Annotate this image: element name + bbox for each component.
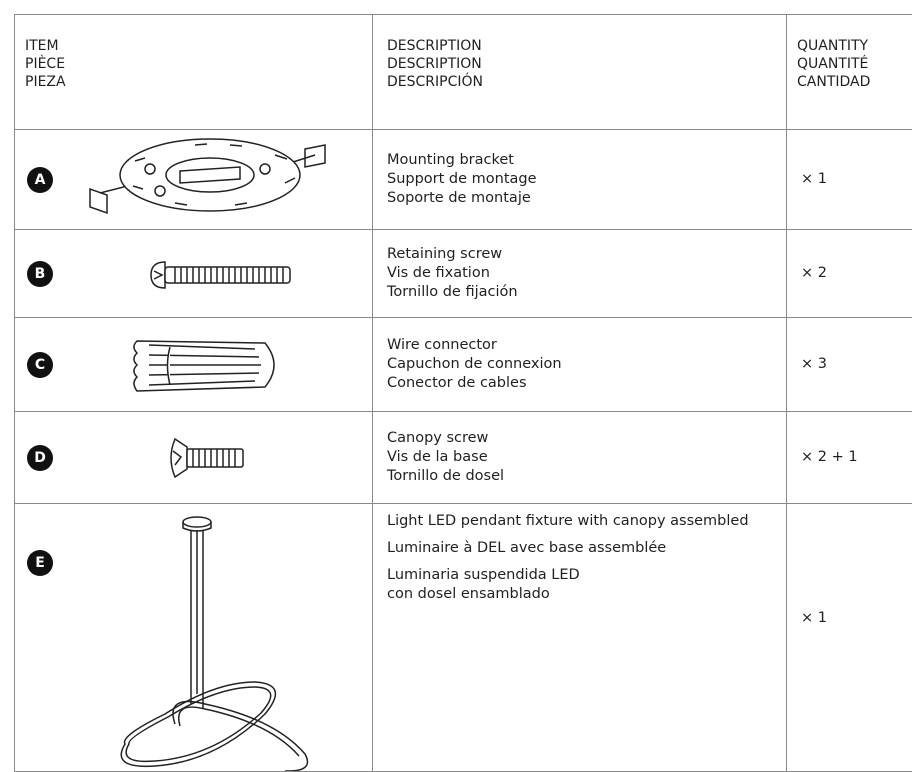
illustration	[15, 504, 372, 771]
header-text: PIÈCE	[25, 55, 372, 73]
illustration	[15, 413, 372, 503]
description-text: Canopy screw	[387, 429, 786, 448]
header-text: QUANTITY	[797, 37, 912, 55]
header-text: DESCRIPCIÓN	[387, 73, 786, 91]
description-text: Tornillo de fijación	[387, 283, 786, 302]
description-text: Vis de fixation	[387, 264, 786, 283]
item-cell: A	[15, 130, 373, 230]
quantity-cell: × 1	[787, 504, 912, 772]
description-text: Support de montage	[387, 170, 786, 189]
row: A Mounting bracket Support de montage So…	[15, 130, 912, 230]
quantity-cell: × 1	[787, 130, 912, 230]
parts-table: ITEM PIÈCE PIEZA DESCRIPTION DESCRIPTION…	[14, 14, 912, 772]
item-cell: D	[15, 412, 373, 504]
header-text: ITEM	[25, 37, 372, 55]
paragraph: Wire connector Capuchon de connexion Con…	[387, 336, 786, 393]
item-cell: C	[15, 318, 373, 412]
row: E Light LED pendant fixture with canopy …	[15, 504, 912, 772]
header-text: DESCRIPTION	[387, 37, 786, 55]
header-text: CANTIDAD	[797, 73, 912, 91]
quantity-text: × 2	[801, 265, 827, 281]
description-cell: Wire connector Capuchon de connexion Con…	[373, 318, 787, 412]
item-letter: C	[27, 352, 53, 378]
description-text: Capuchon de connexion	[387, 355, 786, 374]
paragraph: Luminaria suspendida LED con dosel ensam…	[387, 566, 786, 604]
row: B Retaining screw Vis de fixation Tornil…	[15, 230, 912, 318]
description-cell: Retaining screw Vis de fixation Tornillo…	[373, 230, 787, 318]
header-cell: ITEM PIÈCE PIEZA	[15, 15, 373, 130]
paragraph: Luminaire à DEL avec base assemblée	[387, 539, 786, 558]
item-letter: B	[27, 261, 53, 287]
item-cell: B	[15, 230, 373, 318]
description-text: Retaining screw	[387, 245, 786, 264]
illustration	[15, 319, 372, 411]
header-text: PIEZA	[25, 73, 372, 91]
header-row: ITEM PIÈCE PIEZA DESCRIPTION DESCRIPTION…	[15, 15, 912, 130]
description-text: Vis de la base	[387, 448, 786, 467]
row: C Wire connector Capuchon de connexion C…	[15, 318, 912, 412]
illustration	[15, 131, 372, 229]
quantity-cell: × 2 + 1	[787, 412, 912, 504]
description-text: Soporte de montaje	[387, 189, 786, 208]
paragraph: Retaining screw Vis de fixation Tornillo…	[387, 245, 786, 302]
header-cell: DESCRIPTION DESCRIPTION DESCRIPCIÓN	[373, 15, 787, 130]
paragraph: Canopy screw Vis de la base Tornillo de …	[387, 429, 786, 486]
header-cell: QUANTITY QUANTITÉ CANTIDAD	[787, 15, 912, 130]
row: D Canopy screw Vis de la base Tornillo d…	[15, 412, 912, 504]
quantity-text: × 3	[801, 356, 827, 372]
description-text: Tornillo de dosel	[387, 467, 786, 486]
header-text: QUANTITÉ	[797, 55, 912, 73]
description-cell: Mounting bracket Support de montage Sopo…	[373, 130, 787, 230]
description-text: Luminaire à DEL avec base assemblée	[387, 539, 786, 558]
description-text: Wire connector	[387, 336, 786, 355]
quantity-text: × 1	[801, 610, 827, 626]
illustration	[15, 231, 372, 317]
description-cell: Canopy screw Vis de la base Tornillo de …	[373, 412, 787, 504]
description-text: Luminaria suspendida LED	[387, 566, 786, 585]
description-text: Light LED pendant fixture with canopy as…	[387, 512, 757, 531]
description-text: con dosel ensamblado	[387, 585, 786, 604]
header-text: DESCRIPTION	[387, 55, 786, 73]
quantity-cell: × 2	[787, 230, 912, 318]
item-cell: E	[15, 504, 373, 772]
description-text: Mounting bracket	[387, 151, 786, 170]
description-text: Conector de cables	[387, 374, 786, 393]
item-letter: E	[27, 550, 53, 576]
quantity-text: × 1	[801, 171, 827, 187]
description-cell: Light LED pendant fixture with canopy as…	[373, 504, 787, 772]
paragraph: Mounting bracket Support de montage Sopo…	[387, 151, 786, 208]
item-letter: A	[27, 167, 53, 193]
quantity-text: × 2 + 1	[801, 449, 858, 465]
item-letter: D	[27, 445, 53, 471]
paragraph: Light LED pendant fixture with canopy as…	[387, 512, 757, 531]
quantity-cell: × 3	[787, 318, 912, 412]
